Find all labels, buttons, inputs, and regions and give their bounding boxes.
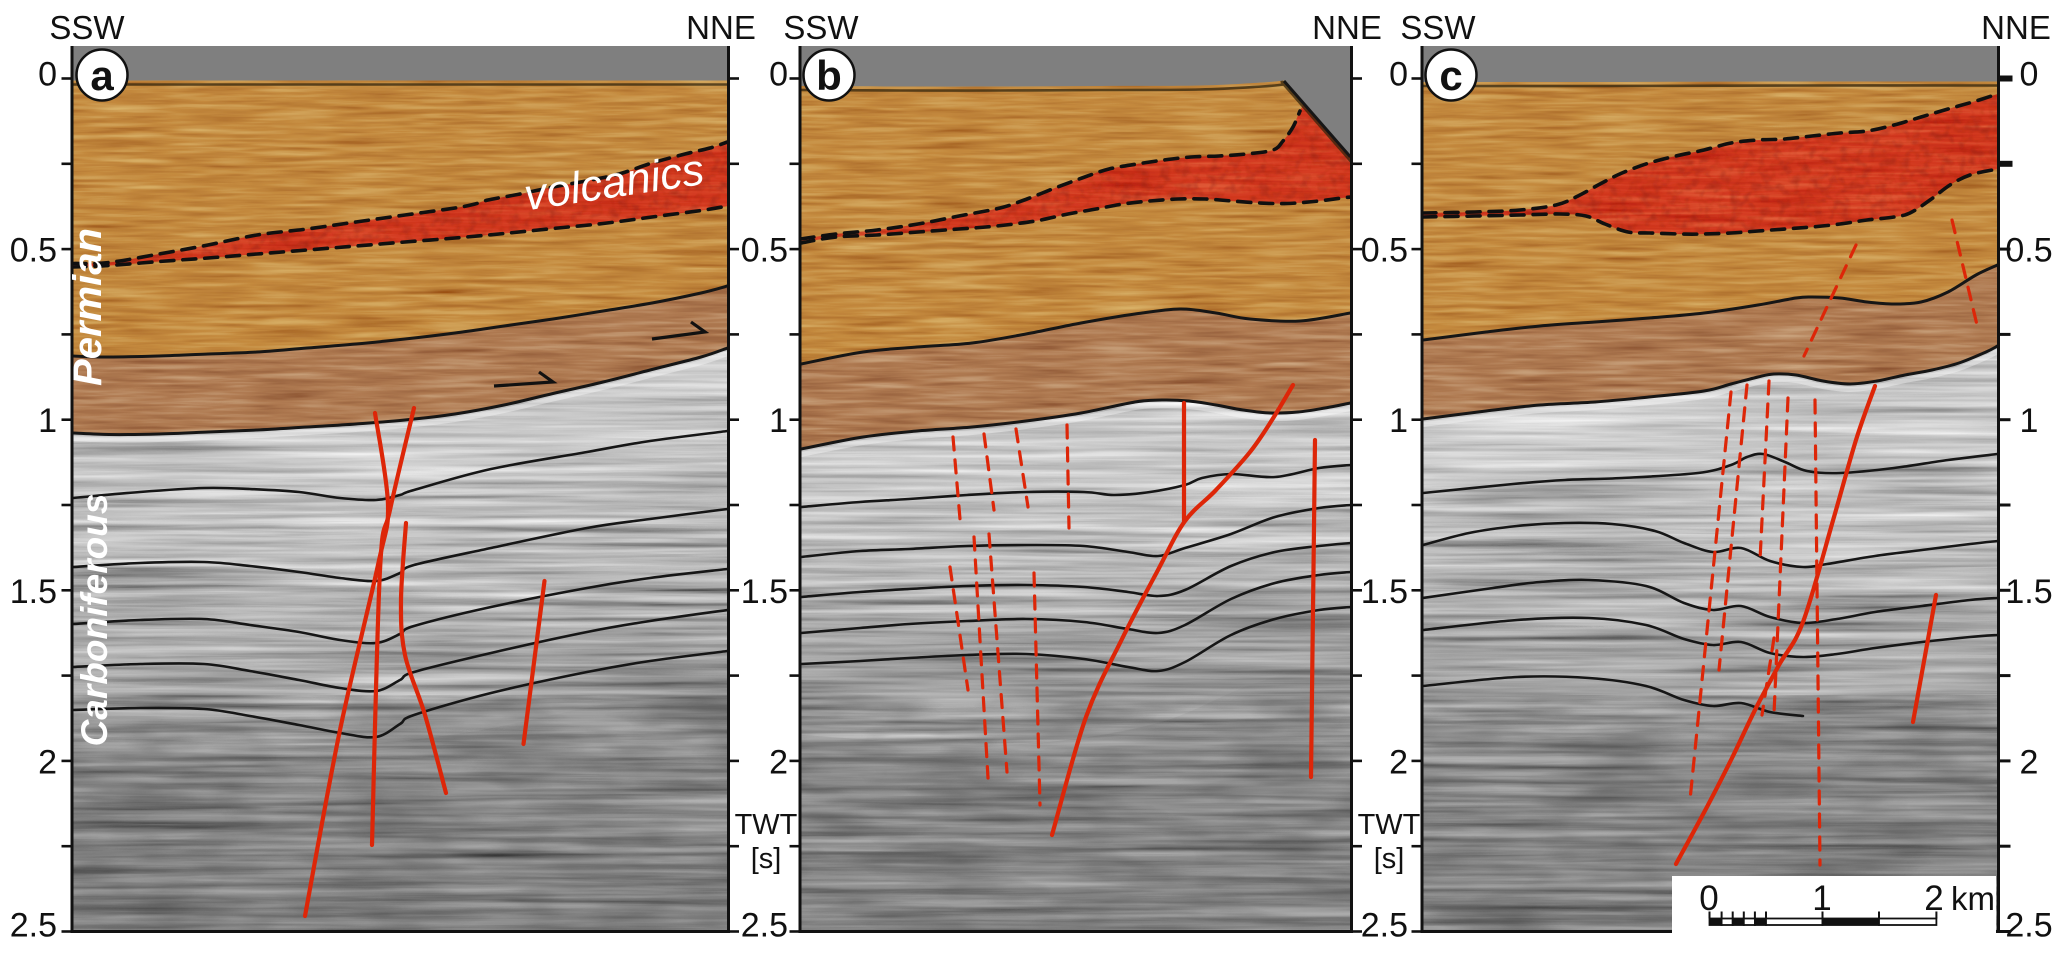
svg-text:NNE: NNE xyxy=(686,9,756,46)
svg-text:2: 2 xyxy=(769,743,788,781)
svg-text:0.5: 0.5 xyxy=(2005,232,2052,270)
svg-text:1.5: 1.5 xyxy=(741,573,788,611)
svg-text:2.5: 2.5 xyxy=(10,907,57,945)
svg-text:0.5: 0.5 xyxy=(10,232,57,270)
svg-text:2.5: 2.5 xyxy=(741,907,788,945)
svg-text:1.5: 1.5 xyxy=(2005,573,2052,611)
svg-text:1: 1 xyxy=(769,402,788,440)
svg-text:TWT: TWT xyxy=(1358,809,1421,841)
svg-text:[s]: [s] xyxy=(1374,843,1405,875)
svg-text:km: km xyxy=(1951,880,1995,917)
svg-text:Carboniferous: Carboniferous xyxy=(74,494,115,747)
svg-text:TWT: TWT xyxy=(735,809,798,841)
svg-text:0: 0 xyxy=(1389,56,1408,94)
svg-text:c: c xyxy=(1439,52,1462,99)
svg-text:Permian: Permian xyxy=(66,228,110,386)
svg-text:b: b xyxy=(816,52,842,99)
svg-text:[s]: [s] xyxy=(751,843,782,875)
svg-text:1.5: 1.5 xyxy=(1361,573,1408,611)
svg-text:2: 2 xyxy=(2020,743,2039,781)
svg-text:1: 1 xyxy=(2020,402,2039,440)
svg-text:2.5: 2.5 xyxy=(1361,907,1408,945)
svg-text:0: 0 xyxy=(769,56,788,94)
svg-text:SSW: SSW xyxy=(783,9,859,46)
svg-text:a: a xyxy=(90,52,114,99)
svg-text:0: 0 xyxy=(38,56,57,94)
svg-text:2: 2 xyxy=(38,743,57,781)
svg-text:NNE: NNE xyxy=(1981,9,2051,46)
svg-text:NNE: NNE xyxy=(1312,9,1382,46)
svg-text:1.5: 1.5 xyxy=(10,573,57,611)
svg-text:SSW: SSW xyxy=(1400,9,1476,46)
svg-text:1: 1 xyxy=(1812,879,1831,918)
svg-text:1: 1 xyxy=(1389,402,1408,440)
svg-text:SSW: SSW xyxy=(49,9,125,46)
svg-text:1: 1 xyxy=(38,402,57,440)
svg-text:0: 0 xyxy=(2020,56,2039,94)
svg-text:2: 2 xyxy=(1389,743,1408,781)
svg-text:2: 2 xyxy=(1924,879,1943,918)
svg-text:0.5: 0.5 xyxy=(741,232,788,270)
svg-text:2.5: 2.5 xyxy=(2005,907,2052,945)
svg-text:0.5: 0.5 xyxy=(1361,232,1408,270)
svg-text:0: 0 xyxy=(1699,879,1718,918)
